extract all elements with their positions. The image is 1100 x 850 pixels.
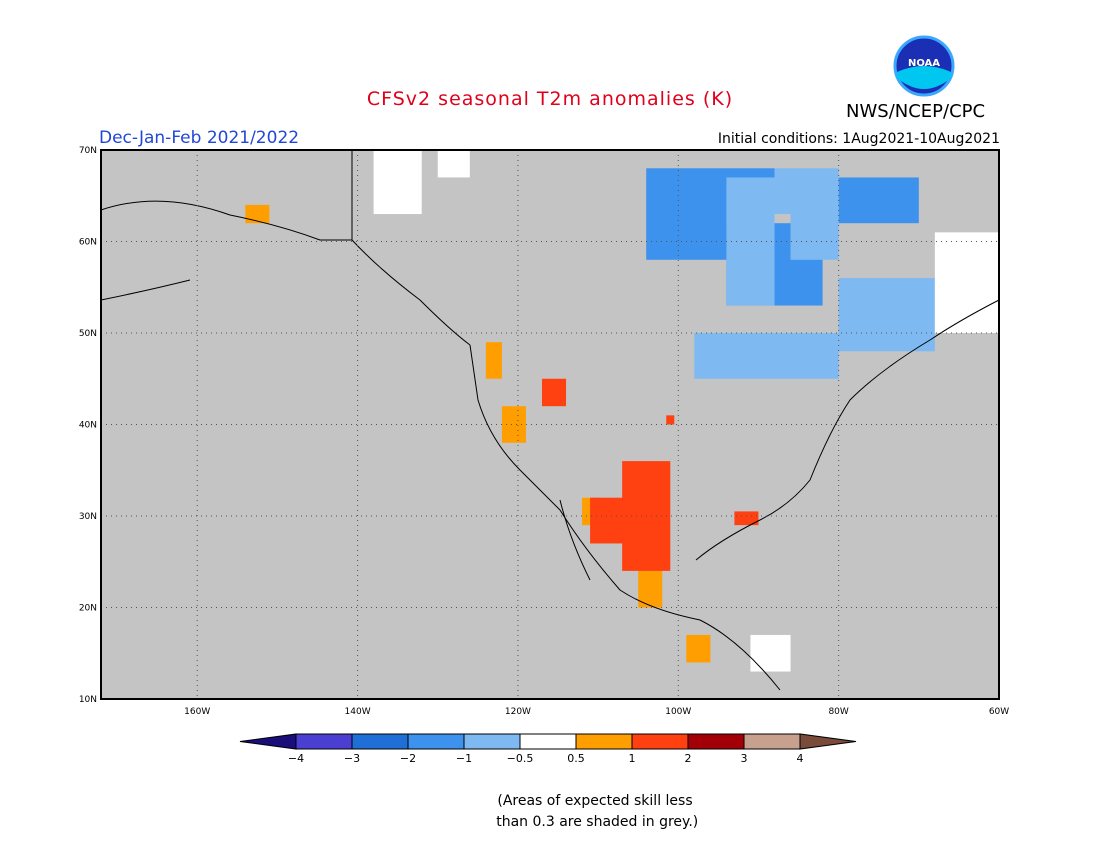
lon-label-100: 100W — [665, 707, 691, 717]
lat-label-20: 20N — [79, 604, 97, 614]
colorbar-label-5: 0.5 — [567, 752, 585, 765]
anomaly-region-22 — [666, 415, 675, 425]
lat-label-40: 40N — [79, 421, 97, 431]
lat-label-10: 10N — [79, 695, 97, 705]
map-frame — [100, 149, 1000, 700]
noaa-logo-text: NOAA — [908, 58, 940, 69]
colorbar-label-3: −1 — [456, 752, 472, 765]
coastline-5 — [100, 279, 191, 301]
anomaly-region-7 — [774, 168, 839, 215]
colorbar-label-1: −3 — [344, 752, 360, 765]
anomaly-region-11 — [750, 634, 791, 672]
colorbar-label-7: 2 — [685, 752, 692, 765]
lat-label-70: 70N — [79, 146, 97, 156]
anomaly-region-15 — [638, 570, 663, 608]
initial-conditions: Initial conditions: 1Aug2021-10Aug2021 — [717, 131, 1000, 147]
anomaly-region-20 — [590, 497, 639, 544]
anomaly-region-9 — [437, 150, 470, 178]
colorbar-label-4: −0.5 — [507, 752, 534, 765]
colorbar-segment-1 — [295, 733, 353, 750]
anomaly-region-18 — [541, 378, 567, 407]
colorbar-segment-5 — [519, 733, 577, 750]
colorbar-label-6: 1 — [629, 752, 636, 765]
anomaly-region-12 — [245, 204, 270, 224]
anomaly-region-13 — [485, 342, 502, 379]
colorbar-arrow-left — [239, 733, 297, 750]
colorbar-label-9: 4 — [797, 752, 804, 765]
colorbar-label-8: 3 — [741, 752, 748, 765]
lat-label-60: 60N — [79, 238, 97, 248]
coastline-0 — [100, 200, 471, 346]
coastline-1 — [469, 344, 781, 691]
anomaly-region-5 — [694, 333, 839, 379]
lon-label-120: 120W — [505, 707, 531, 717]
lon-label-80: 80W — [828, 707, 848, 717]
anomaly-region-2 — [838, 177, 919, 224]
anomaly-region-3 — [726, 177, 775, 306]
anomaly-region-10 — [934, 232, 999, 333]
lon-label-140: 140W — [345, 707, 371, 717]
anomaly-region-8 — [373, 150, 422, 215]
skill-note: (Areas of expected skill less than 0.3 a… — [496, 793, 699, 830]
forecast-period: Dec-Jan-Feb 2021/2022 — [99, 128, 300, 148]
anomaly-region-21 — [734, 511, 759, 526]
lon-label-60: 60W — [989, 707, 1009, 717]
map-title: CFSv2 seasonal T2m anomalies (K) — [366, 88, 734, 110]
lat-label-30: 30N — [79, 512, 97, 522]
coastline-4 — [559, 499, 591, 581]
colorbar-segment-4 — [463, 733, 521, 750]
colorbar-segment-3 — [407, 733, 465, 750]
agency-label: NWS/NCEP/CPC — [846, 101, 986, 122]
colorbar-arrow-right — [799, 733, 857, 750]
colorbar-segment-9 — [743, 733, 801, 750]
noaa-logo-wave-icon — [897, 66, 951, 89]
colorbar-segment-2 — [351, 733, 409, 750]
anomaly-region-4 — [838, 278, 935, 352]
colorbar-segment-6 — [575, 733, 633, 750]
colorbar-label-0: −4 — [288, 752, 304, 765]
colorbar-label-2: −2 — [400, 752, 416, 765]
anomaly-region-14 — [501, 406, 526, 443]
colorbar-segment-7 — [631, 733, 689, 750]
coastline-3 — [695, 299, 1000, 561]
lat-label-50: 50N — [79, 329, 97, 339]
colorbar-segment-8 — [687, 733, 745, 750]
anomaly-region-16 — [686, 634, 711, 663]
map-background — [101, 150, 999, 699]
lon-label-160: 160W — [184, 707, 210, 717]
